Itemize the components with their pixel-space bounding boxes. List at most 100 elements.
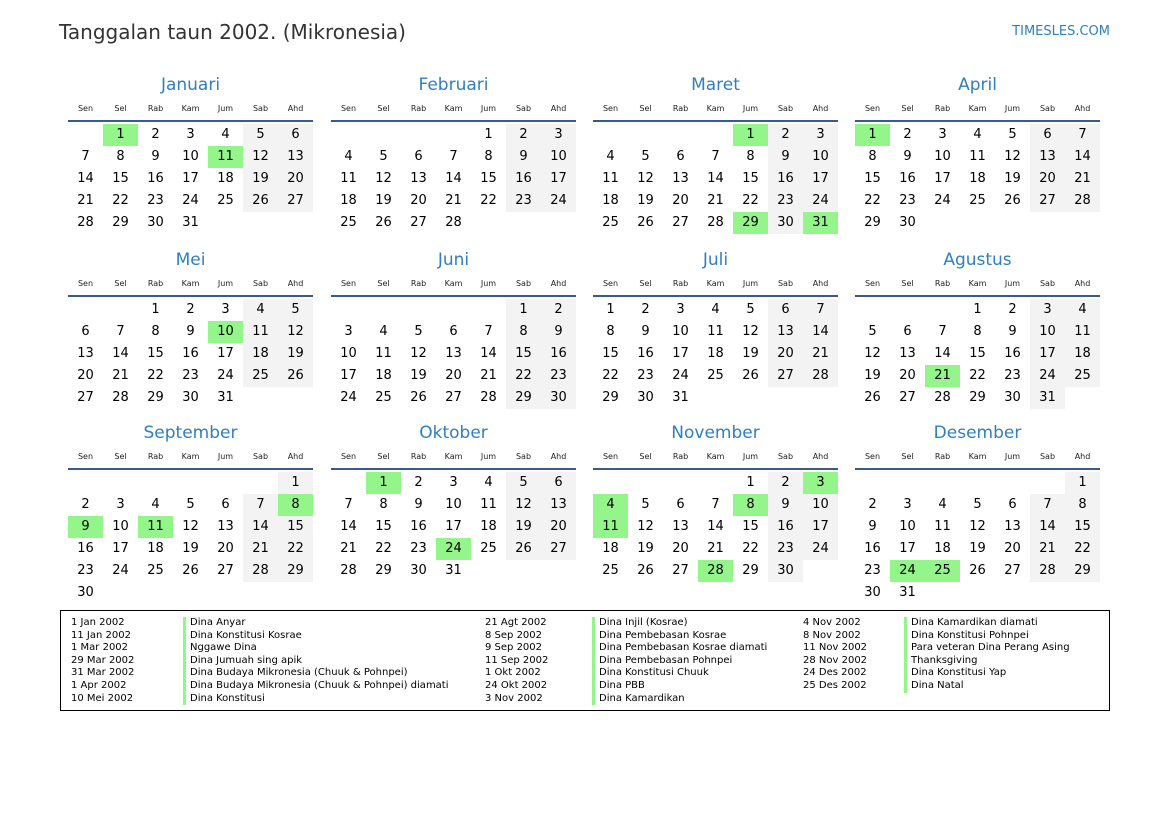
- holiday-day-cell: 1: [855, 124, 890, 146]
- day-cell: 17: [934, 171, 951, 186]
- holiday-name: Dina Konstitusi Kosrae: [183, 629, 302, 643]
- day-cell: 15: [480, 171, 497, 186]
- day-cell: 12: [410, 346, 427, 361]
- weekday-label: Ahd: [1074, 104, 1091, 113]
- day-cell: 5: [973, 497, 982, 512]
- day-cell: 22: [742, 541, 759, 556]
- day-cell: 2: [414, 475, 423, 490]
- weekday-label: Rab: [672, 279, 689, 288]
- day-cell: 2: [768, 472, 803, 494]
- holiday-name: Dina Kamardikan: [592, 692, 685, 706]
- day-cell: 25: [217, 193, 234, 208]
- weekday-label: Jum: [480, 104, 497, 113]
- empty-cell: [663, 472, 698, 494]
- empty-cell: [243, 472, 278, 494]
- day-cell: 6: [903, 324, 912, 339]
- weekday-label: Sen: [77, 104, 94, 113]
- weekday-header: Sen Sel Rab Kam Jum Sab Ahd: [855, 273, 1100, 297]
- day-cell: 14: [340, 519, 357, 534]
- day-cell: 17: [340, 368, 357, 383]
- day-cell: 1: [746, 475, 755, 490]
- weekday-label: Sel: [377, 452, 390, 461]
- weekday-label: Kam: [181, 452, 200, 461]
- day-cell: 14: [480, 346, 497, 361]
- day-cell: 16: [637, 346, 654, 361]
- empty-cell: [890, 299, 925, 321]
- day-cell: 7: [243, 494, 278, 516]
- day-cell: 12: [864, 346, 881, 361]
- day-cell: 28: [77, 215, 94, 230]
- day-cell: 26: [1004, 193, 1021, 208]
- day-cell: 24: [934, 193, 951, 208]
- day-cell: 21: [803, 343, 838, 365]
- weekday-header: Sen Sel Rab Kam Jum Sab Ahd: [593, 273, 838, 297]
- empty-cell: [401, 299, 436, 321]
- day-cell: 10: [803, 494, 838, 516]
- day-cell: 10: [182, 149, 199, 164]
- empty-cell: [855, 299, 890, 321]
- month-title: Maret: [691, 75, 740, 95]
- weekday-label: Sab: [252, 104, 269, 113]
- day-cell: 7: [81, 149, 90, 164]
- day-grid: 1 2 3 4 5 6 7 8 9 10 11 12 13 14 15 16 17 18 19 20 21 22 23 24 2…: [855, 472, 1100, 604]
- day-cell: 7: [711, 149, 720, 164]
- day-cell: 21: [445, 193, 462, 208]
- day-grid: 1 2 3 4 5 6 7 8 9 10 11 12 13 14 15 16 17 18 19 20 21 22 23 24 2…: [593, 472, 838, 582]
- day-cell: 17: [112, 541, 129, 556]
- holiday-date: 3 Nov 2002: [485, 692, 543, 704]
- day-grid: 1 2 3 4 5 6 7 8 9 10 11 12 13 14 15 16 17 18 19 20 21 22 23 24 2…: [855, 124, 1100, 234]
- month-title: April: [958, 75, 997, 95]
- day-cell: 15: [375, 519, 392, 534]
- day-cell: 12: [375, 171, 392, 186]
- brand-link[interactable]: TIMESLES.COM: [1012, 24, 1110, 39]
- day-cell: 4: [484, 475, 493, 490]
- weekday-header: Sen Sel Rab Kam Jum Sab Ahd: [593, 446, 838, 470]
- holiday-date: 9 Sep 2002: [485, 642, 543, 654]
- day-cell: 16: [147, 171, 164, 186]
- holiday-name: Thanksgiving: [904, 654, 977, 668]
- day-cell: 17: [445, 519, 462, 534]
- day-cell: 16: [899, 171, 916, 186]
- weekday-label: Jum: [1004, 104, 1021, 113]
- weekday-label: Ahd: [287, 452, 304, 461]
- day-cell: 20: [899, 368, 916, 383]
- day-cell: 2: [868, 497, 877, 512]
- month-juli: Juli Sen Sel Rab Kam Jum Sab Ahd 1 2 3 4 5 6 7 8 9 10 11 12…: [593, 247, 838, 409]
- day-cell: 12: [506, 494, 541, 516]
- month-november: November Sen Sel Rab Kam Jum Sab Ahd 1 2 3 4 5 6 7 8 9 10…: [593, 420, 838, 582]
- day-cell: 18: [707, 346, 724, 361]
- month-agustus: Agustus Sen Sel Rab Kam Jum Sab Ahd 1 2 3 4 5 6 7 8 9 10 1…: [855, 247, 1100, 409]
- weekday-label: Rab: [410, 104, 427, 113]
- month-title: Juli: [702, 250, 729, 270]
- day-cell: 29: [1065, 560, 1100, 582]
- day-cell: 17: [803, 516, 838, 538]
- day-cell: 12: [243, 146, 278, 168]
- empty-cell: [208, 472, 243, 494]
- weekday-label: Jum: [742, 104, 759, 113]
- day-cell: 12: [969, 519, 986, 534]
- weekday-label: Jum: [217, 104, 234, 113]
- holiday-day-cell: 10: [208, 321, 243, 343]
- day-cell: 17: [803, 168, 838, 190]
- weekday-header: Sen Sel Rab Kam Jum Sab Ahd: [68, 273, 313, 297]
- day-cell: 22: [147, 368, 164, 383]
- day-cell: 22: [506, 365, 541, 387]
- day-cell: 26: [506, 538, 541, 560]
- month-desember: Desember Sen Sel Rab Kam Jum Sab Ahd 1 2 3 4 5 6 7 8 9 10…: [855, 420, 1100, 604]
- page-title: Tanggalan taun 2002. (Mikronesia): [59, 20, 406, 44]
- holiday-name: Dina Pembebasan Kosrae diamati: [592, 642, 767, 655]
- day-cell: 12: [637, 519, 654, 534]
- day-cell: 4: [973, 127, 982, 142]
- day-cell: 11: [375, 346, 392, 361]
- day-cell: 19: [243, 168, 278, 190]
- empty-cell: [925, 299, 960, 321]
- empty-cell: [890, 472, 925, 494]
- holiday-day-cell: 31: [803, 212, 838, 234]
- day-cell: 19: [410, 368, 427, 383]
- day-cell: 14: [445, 171, 462, 186]
- day-cell: 4: [1065, 299, 1100, 321]
- holiday-name: Dina PBB: [592, 679, 645, 693]
- day-grid: 1 2 3 4 5 6 7 8 9 10 11 12 13 14 15 16 17 18 19 20 21 22 23 24 2…: [855, 299, 1100, 409]
- day-cell: 15: [147, 346, 164, 361]
- day-cell: 18: [243, 343, 278, 365]
